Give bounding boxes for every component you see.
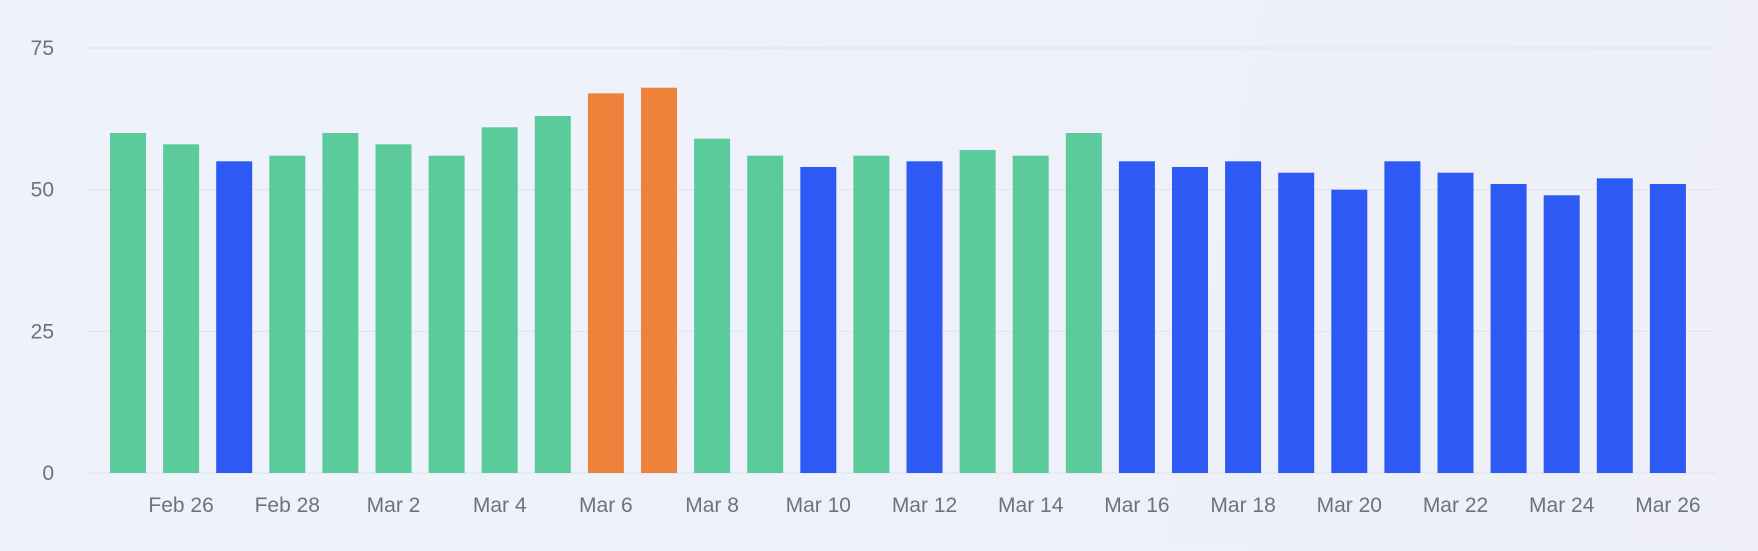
bar-mar-23[interactable] [1490, 184, 1527, 473]
bar-mar-24[interactable] [1543, 195, 1580, 474]
bar-mar-6[interactable] [587, 93, 624, 474]
bar-mar-19[interactable] [1278, 172, 1315, 473]
y-axis-ticks: 0 25 50 75 [31, 37, 54, 485]
x-tick-label: Mar 6 [579, 494, 633, 517]
bar-mar-4[interactable] [481, 127, 518, 474]
bar-mar-17[interactable] [1172, 167, 1208, 473]
x-tick-label: Mar 16 [1104, 494, 1169, 517]
y-tick-label: 75 [31, 37, 54, 60]
x-tick-label: Mar 8 [685, 494, 739, 517]
x-axis-ticks: Feb 26 Feb 28 Mar 2 Mar 4 Mar 6 Mar 8 Mar 10 Ma… [148, 494, 1700, 517]
bar-mar-13[interactable] [959, 150, 996, 473]
x-tick-label: Mar 22 [1423, 494, 1488, 517]
bar-mar-20[interactable] [1331, 189, 1368, 473]
bar-mar-8[interactable] [694, 138, 731, 473]
x-tick-label: Mar 18 [1210, 494, 1275, 517]
y-tick-label: 0 [42, 462, 54, 485]
y-tick-label: 50 [31, 179, 54, 202]
bar-mar-9[interactable] [747, 155, 784, 473]
bar-mar-5[interactable] [534, 116, 571, 473]
x-tick-label: Feb 28 [255, 494, 320, 517]
bar-feb-27[interactable] [216, 161, 253, 474]
bar-mar-16[interactable] [1118, 161, 1155, 474]
bar-mar-25[interactable] [1596, 178, 1633, 474]
bar-mar-10[interactable] [800, 167, 837, 473]
x-tick-label: Mar 14 [998, 494, 1064, 517]
bar-mar-14[interactable] [1012, 155, 1049, 473]
bar-feb-25[interactable] [110, 133, 146, 473]
x-tick-label: Mar 2 [367, 494, 421, 517]
bar-mar-12[interactable] [906, 161, 943, 474]
bar-mar-26[interactable] [1649, 184, 1686, 473]
bar-mar-15[interactable] [1065, 133, 1102, 473]
bars [110, 87, 1686, 474]
bar-feb-28[interactable] [269, 155, 306, 473]
bar-mar-21[interactable] [1384, 161, 1421, 474]
bar-mar-22[interactable] [1437, 172, 1474, 473]
bar-feb-26[interactable] [163, 144, 200, 474]
x-tick-label: Mar 10 [786, 494, 851, 517]
x-tick-label: Mar 20 [1317, 494, 1382, 517]
bar-mar-7[interactable] [641, 87, 677, 473]
bar-mar-18[interactable] [1225, 161, 1262, 474]
y-tick-label: 25 [31, 320, 54, 343]
bar-mar-11[interactable] [853, 155, 890, 473]
bar-mar-2[interactable] [375, 144, 412, 474]
x-tick-label: Mar 4 [473, 494, 527, 517]
x-tick-label: Mar 24 [1529, 494, 1595, 517]
x-tick-label: Mar 26 [1635, 494, 1700, 517]
x-tick-label: Mar 12 [892, 494, 957, 517]
bar-mar-3[interactable] [428, 155, 465, 473]
x-tick-label: Feb 26 [148, 494, 213, 517]
bar-mar-1[interactable] [322, 133, 359, 473]
